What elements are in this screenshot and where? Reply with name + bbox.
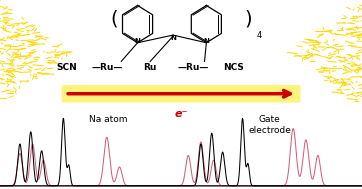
Text: (: ( (110, 9, 118, 28)
Text: —Ru—: —Ru— (178, 64, 209, 72)
Text: 4: 4 (256, 31, 261, 40)
Text: ): ) (244, 9, 252, 28)
Text: NCS: NCS (223, 64, 244, 72)
Text: e⁻: e⁻ (174, 109, 188, 119)
Text: N: N (135, 38, 140, 44)
Text: Ru: Ru (144, 64, 157, 72)
Text: N: N (170, 35, 176, 41)
FancyBboxPatch shape (62, 85, 300, 102)
Text: SCN: SCN (56, 64, 77, 72)
Text: Na atom: Na atom (89, 115, 128, 124)
Text: Gate
electrode: Gate electrode (248, 115, 291, 135)
Text: —Ru—: —Ru— (91, 64, 122, 72)
Text: N: N (203, 38, 209, 44)
